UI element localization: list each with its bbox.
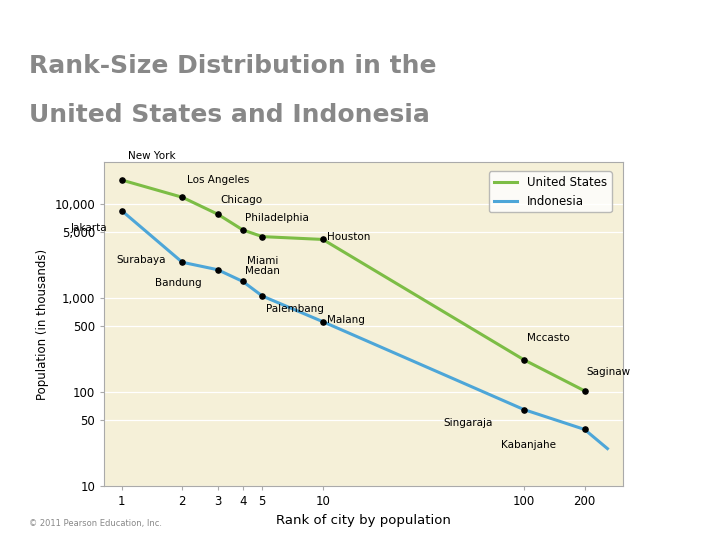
Text: Medan: Medan bbox=[245, 266, 280, 276]
Text: Mccasto: Mccasto bbox=[526, 333, 570, 343]
Text: Saginaw: Saginaw bbox=[587, 367, 631, 377]
Text: Kabanjahe: Kabanjahe bbox=[501, 440, 557, 450]
Point bbox=[579, 425, 590, 434]
Y-axis label: Population (in thousands): Population (in thousands) bbox=[36, 248, 49, 400]
Point bbox=[116, 206, 127, 215]
Point bbox=[317, 318, 328, 326]
Text: Palembang: Palembang bbox=[266, 304, 323, 314]
Point bbox=[256, 292, 268, 300]
Point bbox=[176, 258, 188, 267]
Text: Surabaya: Surabaya bbox=[116, 255, 166, 265]
Point bbox=[256, 232, 268, 241]
Point bbox=[212, 265, 223, 274]
Text: 1/N
Rule: 1/N Rule bbox=[587, 53, 662, 120]
Text: Jakarta: Jakarta bbox=[71, 223, 107, 233]
Point bbox=[237, 277, 248, 286]
Text: Miami: Miami bbox=[247, 256, 279, 266]
Text: United States and Indonesia: United States and Indonesia bbox=[29, 103, 430, 126]
X-axis label: Rank of city by population: Rank of city by population bbox=[276, 514, 451, 526]
Text: New York: New York bbox=[128, 151, 176, 161]
Point bbox=[317, 235, 328, 244]
Point bbox=[116, 176, 127, 184]
Text: Bandung: Bandung bbox=[155, 278, 202, 288]
Text: Philadelphia: Philadelphia bbox=[245, 213, 309, 222]
Text: Los Angeles: Los Angeles bbox=[186, 175, 249, 185]
Point bbox=[176, 193, 188, 201]
Legend: United States, Indonesia: United States, Indonesia bbox=[489, 171, 612, 212]
Point bbox=[579, 387, 590, 395]
Text: Rank-Size Distribution in the: Rank-Size Distribution in the bbox=[29, 54, 436, 78]
Text: Houston: Houston bbox=[327, 232, 371, 242]
Text: © 2011 Pearson Education, Inc.: © 2011 Pearson Education, Inc. bbox=[29, 519, 162, 528]
Point bbox=[518, 355, 530, 364]
Point bbox=[518, 406, 530, 414]
Text: Malang: Malang bbox=[327, 315, 365, 325]
Point bbox=[237, 226, 248, 234]
Point bbox=[212, 210, 223, 219]
Text: Singaraja: Singaraja bbox=[444, 418, 492, 428]
Text: Chicago: Chicago bbox=[220, 195, 263, 205]
